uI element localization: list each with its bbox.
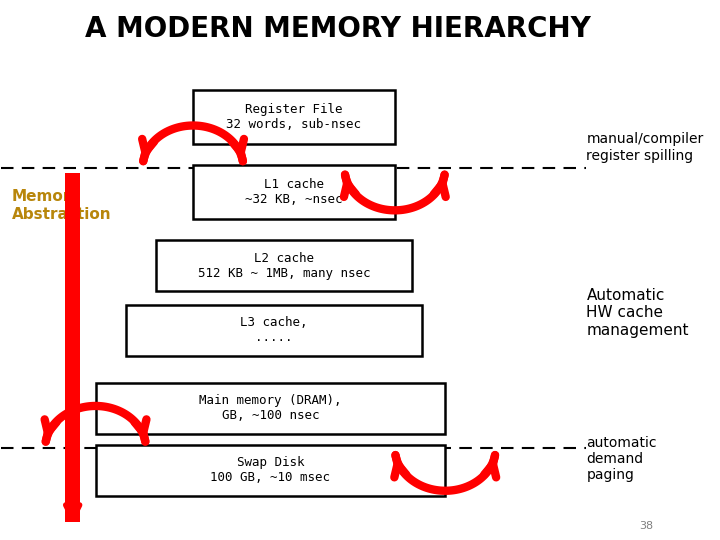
Text: A MODERN MEMORY HIERARCHY: A MODERN MEMORY HIERARCHY — [85, 15, 590, 43]
FancyBboxPatch shape — [66, 173, 80, 523]
Text: automatic
demand
paging: automatic demand paging — [587, 436, 657, 482]
Text: 38: 38 — [639, 521, 654, 531]
Text: Register File
32 words, sub-nsec: Register File 32 words, sub-nsec — [226, 103, 361, 131]
FancyBboxPatch shape — [126, 305, 422, 356]
FancyBboxPatch shape — [193, 165, 395, 219]
FancyBboxPatch shape — [156, 240, 412, 292]
Text: L3 cache,
.....: L3 cache, ..... — [240, 316, 307, 345]
Text: Memory
Abstraction: Memory Abstraction — [12, 190, 111, 222]
Text: L1 cache
~32 KB, ~nsec: L1 cache ~32 KB, ~nsec — [246, 178, 343, 206]
FancyBboxPatch shape — [96, 383, 445, 434]
Text: manual/compiler
register spilling: manual/compiler register spilling — [587, 132, 703, 163]
FancyBboxPatch shape — [193, 90, 395, 144]
Text: Main memory (DRAM),
GB, ~100 nsec: Main memory (DRAM), GB, ~100 nsec — [199, 394, 342, 422]
Text: Swap Disk
100 GB, ~10 msec: Swap Disk 100 GB, ~10 msec — [210, 456, 330, 484]
Text: Automatic
HW cache
management: Automatic HW cache management — [587, 288, 689, 338]
Text: L2 cache
512 KB ~ 1MB, many nsec: L2 cache 512 KB ~ 1MB, many nsec — [197, 252, 370, 280]
FancyBboxPatch shape — [96, 444, 445, 496]
